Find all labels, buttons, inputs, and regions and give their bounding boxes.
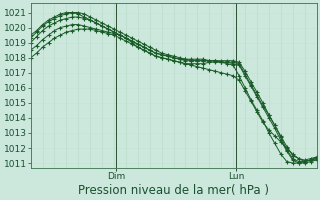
- X-axis label: Pression niveau de la mer( hPa ): Pression niveau de la mer( hPa ): [78, 184, 269, 197]
